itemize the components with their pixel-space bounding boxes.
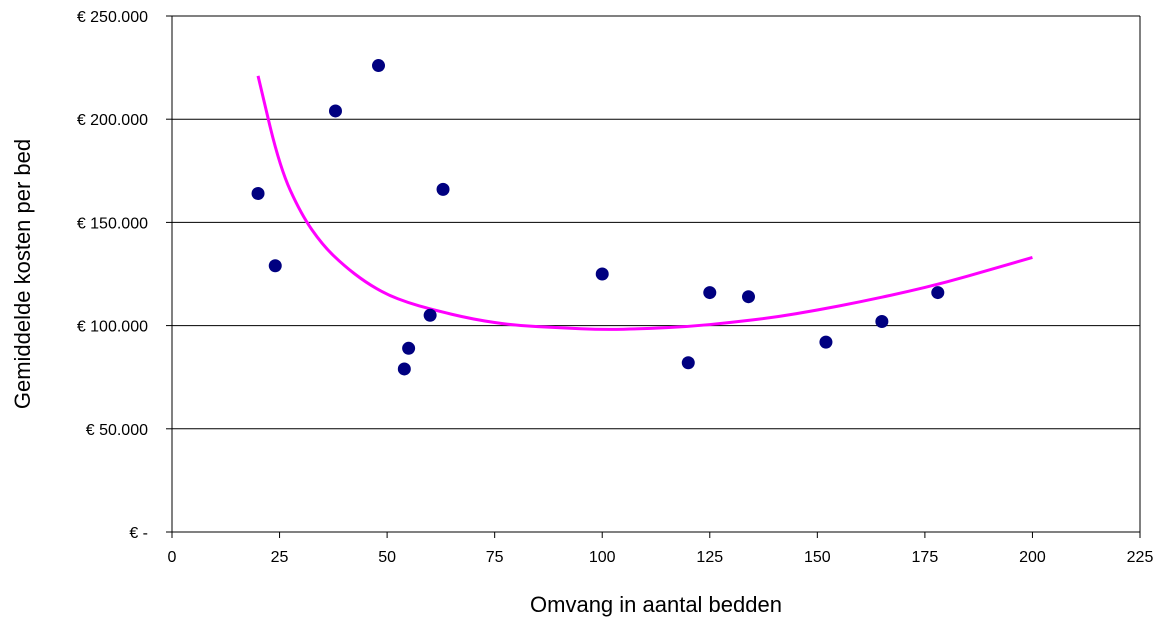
- data-point-14: [931, 286, 945, 300]
- x-tick-label-9: 225: [1127, 549, 1154, 566]
- data-point-1: [268, 259, 282, 273]
- data-point-10: [703, 286, 717, 300]
- x-tick-label-0: 0: [168, 549, 177, 566]
- data-point-2: [328, 104, 342, 118]
- x-axis-title: Omvang in aantal bedden: [530, 592, 782, 617]
- data-points: [251, 59, 945, 376]
- data-point-4: [397, 362, 411, 376]
- x-tick-label-1: 25: [271, 549, 289, 566]
- y-tick-label-0: € -: [129, 525, 148, 542]
- data-point-13: [875, 314, 889, 328]
- data-point-11: [741, 290, 755, 304]
- y-tick-label-4: € 200.000: [77, 112, 148, 129]
- trendline-group: [256, 75, 1033, 331]
- y-axis-title: Gemiddelde kosten per bed: [10, 139, 35, 409]
- x-tick-label-5: 125: [696, 549, 723, 566]
- x-tick-label-6: 150: [804, 549, 831, 566]
- y-tick-label-5: € 250.000: [77, 9, 148, 26]
- grid-lines: [172, 15, 1140, 430]
- trendline: [256, 75, 1033, 331]
- x-tick-label-2: 50: [378, 549, 396, 566]
- y-tick-label-1: € 50.000: [86, 422, 148, 439]
- axis-ticks: € - € 50.000 € 100.000 € 150.000 € 200.000 € …: [77, 9, 1154, 566]
- x-tick-label-4: 100: [589, 549, 616, 566]
- data-point-9: [681, 356, 695, 370]
- x-tick-label-8: 200: [1019, 549, 1046, 566]
- x-tick-label-3: 75: [486, 549, 504, 566]
- data-point-6: [423, 308, 437, 322]
- data-point-12: [819, 335, 833, 349]
- data-point-7: [436, 182, 450, 196]
- y-tick-label-2: € 100.000: [77, 319, 148, 336]
- data-point-8: [595, 267, 609, 281]
- data-point-0: [251, 187, 265, 201]
- x-tick-label-7: 175: [912, 549, 939, 566]
- data-point-3: [372, 59, 386, 73]
- data-point-5: [402, 341, 416, 355]
- y-tick-label-3: € 150.000: [77, 215, 148, 232]
